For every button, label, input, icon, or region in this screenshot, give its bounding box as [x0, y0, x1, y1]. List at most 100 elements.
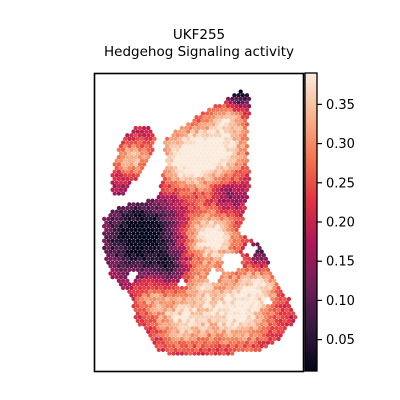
spot	[200, 213, 206, 218]
spot	[238, 285, 243, 291]
spot	[116, 176, 122, 182]
spot	[196, 278, 201, 283]
spot	[131, 282, 136, 287]
spot	[232, 202, 237, 207]
spot	[272, 278, 277, 283]
spot	[270, 296, 275, 302]
spot	[196, 198, 201, 203]
spot	[198, 202, 203, 207]
colorbar-tick-label: 0.25	[326, 176, 355, 191]
spot	[146, 147, 151, 152]
spot	[207, 311, 212, 316]
spot	[160, 209, 166, 214]
spot	[259, 322, 264, 327]
spot	[230, 154, 235, 160]
spot	[173, 260, 178, 265]
spot	[207, 180, 212, 185]
spot	[219, 347, 224, 353]
spot	[225, 329, 231, 334]
spot	[146, 140, 151, 145]
spot	[232, 93, 237, 98]
spot	[200, 198, 206, 203]
spot	[217, 234, 222, 240]
spot	[160, 289, 166, 294]
spot	[139, 136, 145, 142]
spot	[207, 340, 212, 345]
spot	[162, 205, 168, 211]
spot	[160, 282, 166, 287]
spot	[175, 140, 180, 145]
spot	[150, 198, 155, 203]
spot	[158, 329, 164, 334]
spot	[148, 333, 153, 338]
spot	[211, 144, 216, 149]
spot	[194, 289, 199, 294]
spot	[242, 104, 248, 109]
spot	[259, 329, 264, 334]
spot	[234, 125, 239, 131]
spot	[291, 311, 296, 316]
spot	[215, 231, 220, 236]
spot	[221, 176, 227, 182]
spot	[221, 307, 227, 313]
spot	[141, 234, 147, 240]
spot	[246, 184, 252, 189]
spot	[238, 118, 243, 123]
spot	[144, 253, 149, 258]
spot	[230, 205, 235, 211]
spot	[209, 300, 214, 305]
spot	[139, 289, 145, 294]
spot	[207, 107, 212, 112]
spot	[202, 231, 208, 236]
spot	[183, 176, 189, 182]
spot	[217, 300, 222, 305]
spot	[225, 293, 231, 298]
spot	[123, 238, 128, 243]
spot	[232, 238, 237, 243]
spot	[167, 162, 172, 167]
spot	[198, 311, 203, 316]
spot	[200, 169, 206, 174]
spot	[179, 227, 185, 233]
colorbar-tick-label: 0.35	[326, 98, 355, 113]
spot	[169, 260, 174, 265]
spot	[217, 176, 222, 182]
spot	[167, 344, 172, 349]
spot	[158, 344, 164, 349]
spot	[251, 329, 256, 334]
spot	[244, 151, 250, 156]
spot	[213, 322, 218, 327]
spot	[186, 224, 191, 229]
spot	[133, 300, 138, 305]
spot	[211, 260, 216, 265]
spot	[198, 347, 203, 353]
spot	[242, 300, 248, 305]
spot	[230, 285, 235, 291]
spot	[125, 264, 130, 269]
spot	[202, 318, 208, 323]
spot	[160, 296, 166, 302]
spot	[175, 227, 180, 233]
spot	[204, 329, 210, 334]
spot	[125, 176, 130, 182]
spot	[238, 147, 243, 152]
spot	[238, 234, 243, 240]
spot	[232, 245, 237, 251]
spot	[175, 147, 180, 152]
spot	[196, 293, 201, 298]
spot	[171, 256, 176, 262]
spot	[211, 158, 216, 163]
spot	[190, 173, 195, 178]
spot	[181, 136, 187, 142]
spot	[204, 227, 210, 233]
spot	[192, 285, 197, 291]
spot	[217, 293, 222, 298]
spot	[230, 351, 235, 356]
spot	[219, 129, 224, 134]
spot	[120, 176, 126, 182]
spot	[135, 151, 140, 156]
spot	[223, 100, 229, 105]
spot	[209, 249, 214, 254]
spot	[217, 220, 222, 225]
spot	[118, 144, 124, 149]
